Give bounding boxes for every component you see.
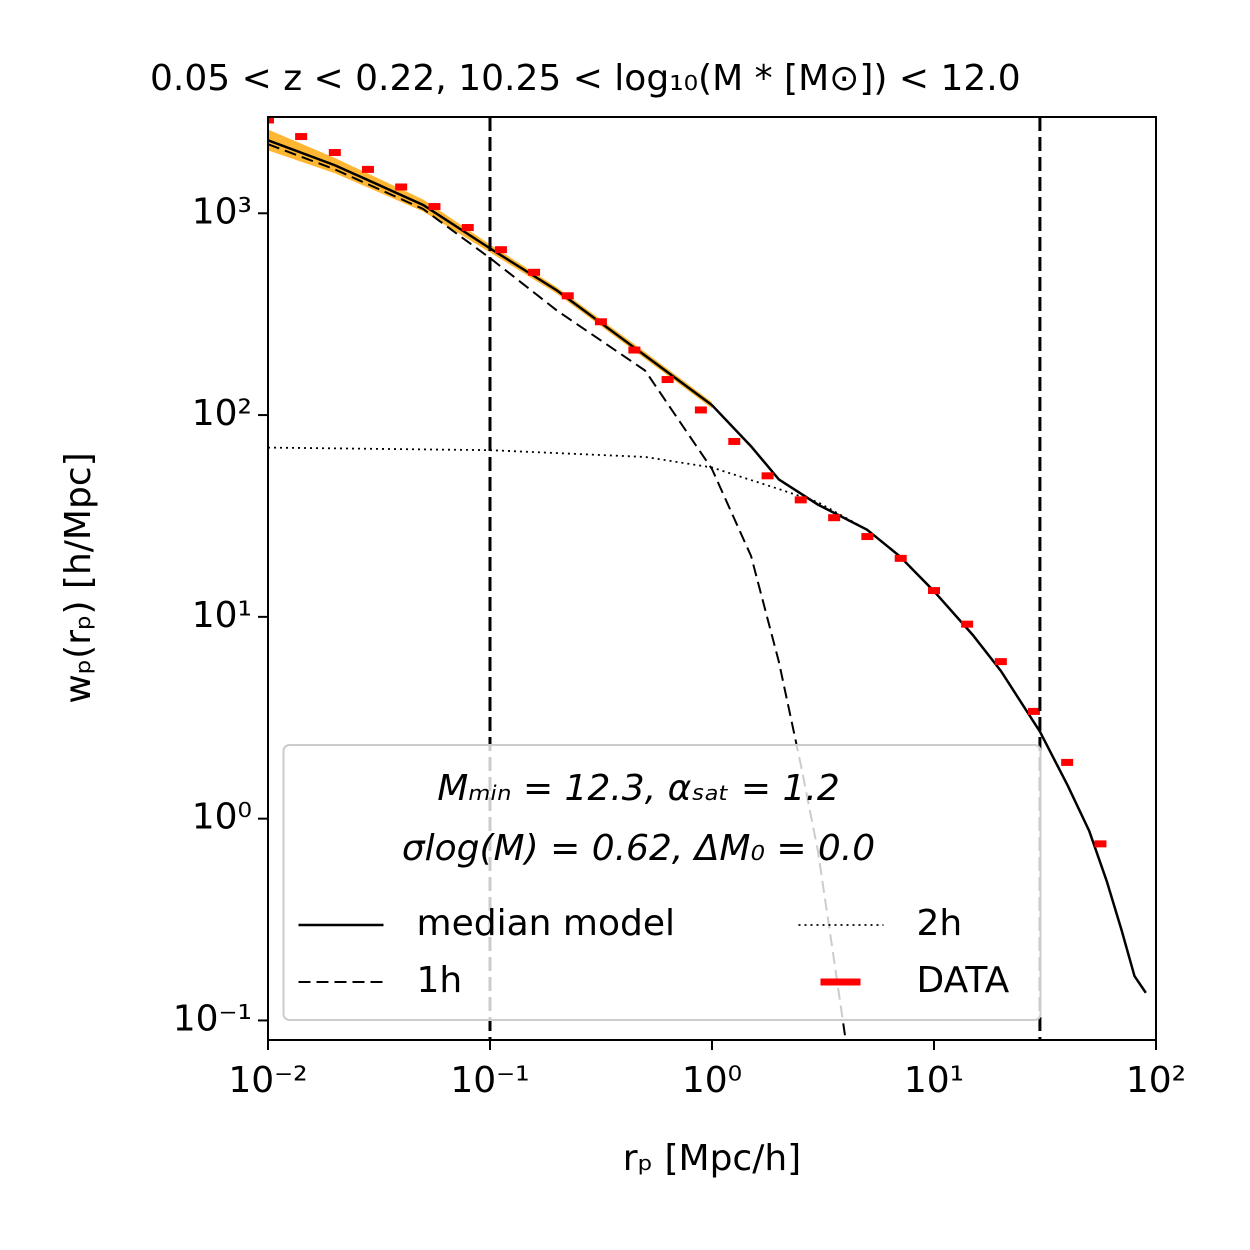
chart-title: 0.05 < z < 0.22, 10.25 < log₁₀(M * [M⊙])…: [150, 58, 1021, 99]
data-point: [994, 658, 1007, 666]
data-point: [428, 203, 441, 211]
data-point: [828, 514, 841, 522]
y-tick-label: 10³: [192, 191, 252, 232]
data-point: [295, 133, 308, 141]
data-point: [268, 117, 274, 124]
data-point: [694, 406, 707, 414]
legend-label: DATA: [917, 960, 1010, 1001]
data-point: [928, 587, 940, 595]
legend-label: 2h: [917, 903, 963, 944]
data-point: [728, 437, 741, 445]
y-tick-label: 10²: [192, 393, 252, 434]
legend-label: 1h: [417, 960, 463, 1001]
legend-label: median model: [417, 903, 676, 944]
x-tick-label: 10⁻¹: [450, 1060, 529, 1101]
data-point: [661, 376, 674, 384]
x-axis-label: rₚ [Mpc/h]: [623, 1138, 801, 1179]
data-point: [794, 496, 807, 504]
series-line: [268, 446, 1147, 994]
data-point: [1061, 758, 1074, 766]
y-tick-label: 10⁻¹: [173, 998, 252, 1039]
y-tick-label: 10⁰: [192, 797, 252, 838]
data-point: [461, 224, 474, 232]
y-tick-label: 10¹: [192, 595, 252, 636]
x-tick-label: 10⁰: [682, 1060, 742, 1101]
data-point: [861, 533, 874, 541]
x-tick-label: 10²: [1126, 1060, 1186, 1101]
series-line: [268, 139, 1147, 994]
x-tick-label: 10⁻²: [228, 1060, 307, 1101]
data-point: [1027, 707, 1040, 715]
data-point: [594, 318, 607, 326]
data-point: [361, 165, 374, 173]
data-point: [1094, 840, 1107, 848]
data-point: [395, 183, 408, 191]
legend-box: [282, 744, 1042, 1021]
data-point: [328, 149, 341, 157]
data-point: [761, 472, 774, 480]
y-axis-label: wₚ(rₚ) [h/Mpc]: [58, 452, 99, 703]
x-tick-label: 10¹: [904, 1060, 964, 1101]
data-point: [494, 246, 507, 254]
data-point: [894, 554, 907, 562]
legend-title: σlog(M) = 0.62, ΔM₀ = 0.0: [402, 828, 875, 869]
legend-title: Mₘᵢₙ = 12.3, αₛₐₜ = 1.2: [437, 768, 840, 809]
data-point: [628, 346, 641, 354]
data-point: [528, 268, 541, 276]
data-point: [961, 620, 974, 628]
data-point: [561, 292, 574, 300]
